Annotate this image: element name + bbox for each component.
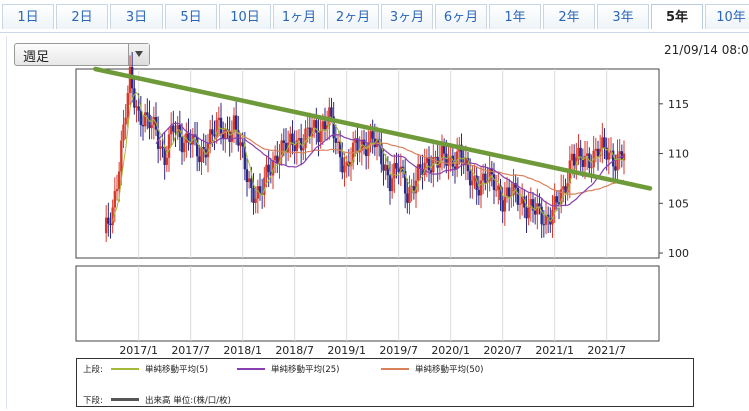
legend-volume-swatch (111, 398, 139, 401)
legend: 上段: 単純移動平均(5) 単純移動平均(25) 単純移動平均(50) 下段: … (76, 358, 694, 407)
tab-2[interactable]: 2日 (56, 4, 108, 29)
legend-lower-label: 下段: (83, 396, 103, 406)
legend-volume-label: 出来高 単位:(株/口/枚) (145, 396, 231, 406)
tab-7[interactable]: 2ヶ月 (327, 4, 379, 29)
timestamp: 21/09/14 08:00 (664, 43, 749, 57)
chevron-down-icon[interactable] (128, 44, 149, 65)
tab-9[interactable]: 6ヶ月 (435, 4, 487, 29)
tab-6[interactable]: 1ヶ月 (273, 4, 325, 29)
tab-8[interactable]: 3ヶ月 (381, 4, 433, 29)
tab-14[interactable]: 10年 (705, 4, 749, 29)
legend-ma50-swatch (381, 368, 409, 370)
tab-5[interactable]: 10日 (219, 4, 271, 29)
period-tab-bar: 1日 2日 3日 5日 10日 1ヶ月 2ヶ月 3ヶ月 6ヶ月 1年 2年 3年 5年 10年 (0, 0, 749, 33)
interval-select[interactable]: 週足 (14, 43, 150, 66)
interval-select-value: 週足 (23, 50, 50, 65)
legend-ma25-swatch (237, 368, 265, 370)
legend-ma25-label: 単純移動平均(25) (271, 365, 340, 375)
chart-frame (6, 36, 749, 409)
tab-12[interactable]: 3年 (597, 4, 649, 29)
legend-ma5-swatch (111, 368, 139, 370)
legend-ma50-label: 単純移動平均(50) (415, 365, 484, 375)
tab-4[interactable]: 5日 (165, 4, 217, 29)
legend-upper-label: 上段: (83, 365, 103, 375)
tab-1[interactable]: 1日 (2, 4, 54, 29)
legend-ma5-label: 単純移動平均(5) (145, 365, 209, 375)
tab-11[interactable]: 2年 (543, 4, 595, 29)
tab-3[interactable]: 3日 (110, 4, 163, 29)
tab-13[interactable]: 5年 (651, 4, 703, 29)
tab-10[interactable]: 1年 (489, 4, 541, 29)
